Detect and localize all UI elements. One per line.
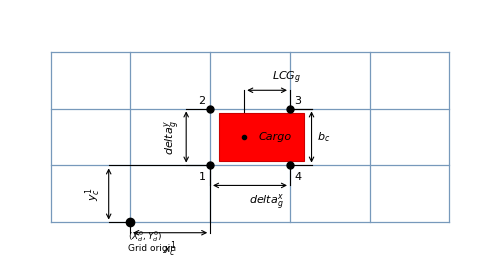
Text: $b_c$: $b_c$ [317,130,330,144]
Text: $y_c^1$: $y_c^1$ [84,187,103,201]
Text: 1: 1 [198,172,205,182]
Text: $(X_d^0,Y_d^0)$: $(X_d^0,Y_d^0)$ [128,229,162,244]
Text: $LCG_g$: $LCG_g$ [272,69,302,86]
Text: $x_c^1$: $x_c^1$ [164,239,177,259]
Text: Cargo: Cargo [258,132,292,142]
Text: 4: 4 [294,172,302,182]
Text: $delta_g^y$: $delta_g^y$ [162,119,182,155]
Text: 3: 3 [294,96,302,106]
Text: Grid origin: Grid origin [128,244,176,253]
Text: 2: 2 [198,96,205,106]
Text: $delta_g^x$: $delta_g^x$ [250,192,285,212]
Bar [218,113,304,161]
